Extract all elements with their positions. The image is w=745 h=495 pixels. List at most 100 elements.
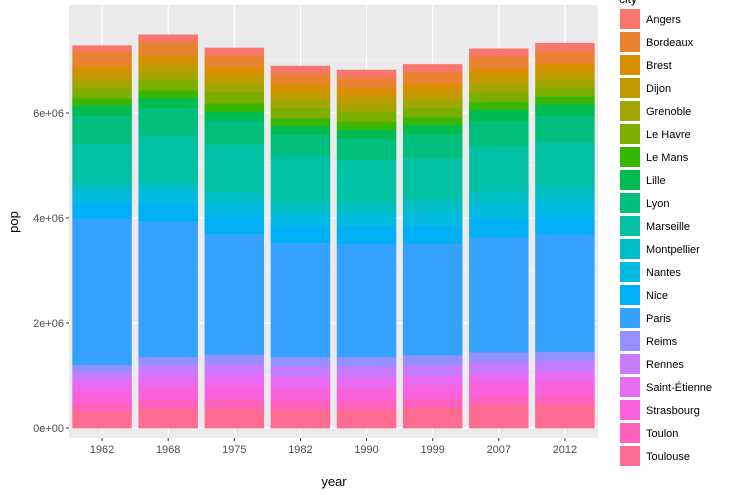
bar-segment: [535, 50, 595, 64]
bar-segment: [138, 408, 198, 429]
x-tick-label: 1975: [222, 444, 246, 456]
bar-segment: [469, 145, 529, 191]
bar-segment: [336, 77, 397, 89]
legend-label: Marseille: [646, 221, 690, 233]
legend-label: Reims: [646, 336, 678, 348]
bar-segment: [270, 409, 331, 429]
bar-segment: [72, 379, 132, 391]
bar-segment: [402, 157, 463, 200]
legend-label: Brest: [646, 60, 672, 72]
bar-segment: [336, 202, 397, 214]
bar-segment: [72, 143, 132, 185]
legend: city Angers Bordeaux Brest Dijon Grenoble Le …: [619, 0, 712, 467]
bar-segment: [72, 364, 132, 373]
bar-segment: [402, 211, 463, 226]
y-axis-title: pop: [6, 211, 21, 233]
y-tick-label: 4e+06: [33, 213, 64, 225]
legend-swatch: [619, 146, 641, 168]
bar-segment: [204, 54, 265, 67]
legend-label: Toulon: [646, 428, 678, 440]
bar-segment: [138, 41, 198, 56]
bar-segment: [402, 385, 463, 400]
bar-segment: [535, 141, 595, 187]
bar-segment: [138, 55, 198, 64]
x-tick-label: 1982: [288, 444, 312, 456]
bar-segment: [535, 200, 595, 217]
bar-segment: [336, 387, 397, 401]
bar-segment: [469, 404, 529, 429]
bar-segment: [204, 354, 265, 364]
bar-segment: [336, 129, 397, 139]
legend-label: Rennes: [646, 359, 684, 371]
legend-swatch: [619, 215, 641, 237]
y-tick-label: 0e+00: [33, 423, 64, 435]
bar-segment: [469, 352, 529, 363]
bar-segment: [270, 92, 331, 100]
legend-label: Dijon: [646, 83, 671, 95]
bar-segment: [535, 96, 595, 105]
bar-segment: [402, 107, 463, 118]
bar-segment: [535, 395, 595, 405]
bar-segment: [204, 103, 265, 112]
bar-segment: [270, 242, 331, 358]
legend-swatch: [619, 8, 641, 30]
bar-segment: [270, 356, 331, 367]
bar-segment: [402, 355, 463, 366]
y-tick-label: 6e+06: [33, 108, 64, 120]
legend-swatch: [619, 445, 641, 467]
bar-segment: [535, 115, 595, 143]
bar-segment: [402, 134, 463, 159]
bar-segment: [138, 182, 198, 191]
legend-swatch: [619, 54, 641, 76]
bar-segment: [336, 366, 397, 378]
bar-segment: [402, 99, 463, 108]
legend-title: city: [619, 0, 637, 6]
bar-segment: [72, 98, 132, 106]
bar-segment: [270, 107, 331, 119]
legend-label: Nantes: [646, 267, 681, 279]
bars-layer: [72, 34, 595, 429]
legend-swatch: [619, 77, 641, 99]
bar-segment: [270, 225, 331, 244]
bar-segment: [336, 88, 397, 97]
bar-segment: [270, 156, 331, 203]
bar-segment: [72, 45, 132, 52]
x-tick-label: 1968: [156, 444, 180, 456]
legend-swatch: [619, 330, 641, 352]
bar-segment: [138, 399, 198, 409]
y-axis: 0e+00 2e+06 4e+06 6e+06: [33, 108, 69, 435]
bar-segment: [402, 117, 463, 126]
bar-segment: [204, 47, 265, 56]
legend-label: Le Mans: [646, 152, 689, 164]
bar-segment: [402, 91, 463, 100]
bar-segment: [138, 374, 198, 387]
bar-segment: [138, 97, 198, 108]
bar-segment: [204, 120, 265, 145]
bar-segment: [402, 64, 463, 73]
bar-segment: [270, 202, 331, 213]
bar-segment: [535, 381, 595, 396]
bar-segment: [469, 190, 529, 205]
bar-segment: [138, 204, 198, 222]
bar-segment: [204, 83, 265, 93]
legend-swatch: [619, 284, 641, 306]
bar-segment: [336, 111, 397, 123]
bar-segment: [72, 65, 132, 74]
bar-segment: [270, 376, 331, 388]
bar-segment: [469, 237, 529, 353]
legend-label: Nice: [646, 290, 668, 302]
legend-label: Strasbourg: [646, 405, 700, 417]
bar-segment: [535, 186, 595, 201]
bar-segment: [204, 385, 265, 400]
bar-segment: [72, 202, 132, 219]
bar-segment: [204, 192, 265, 203]
bar-segment: [469, 396, 529, 406]
bar-segment: [535, 70, 595, 80]
bar-segment: [138, 190, 198, 205]
bar-segment: [535, 87, 595, 97]
legend-swatch: [619, 100, 641, 122]
legend-label: Lille: [646, 175, 666, 187]
bar-segment: [72, 218, 132, 366]
legend-label: Montpellier: [646, 244, 700, 256]
legend-label: Grenoble: [646, 106, 691, 118]
